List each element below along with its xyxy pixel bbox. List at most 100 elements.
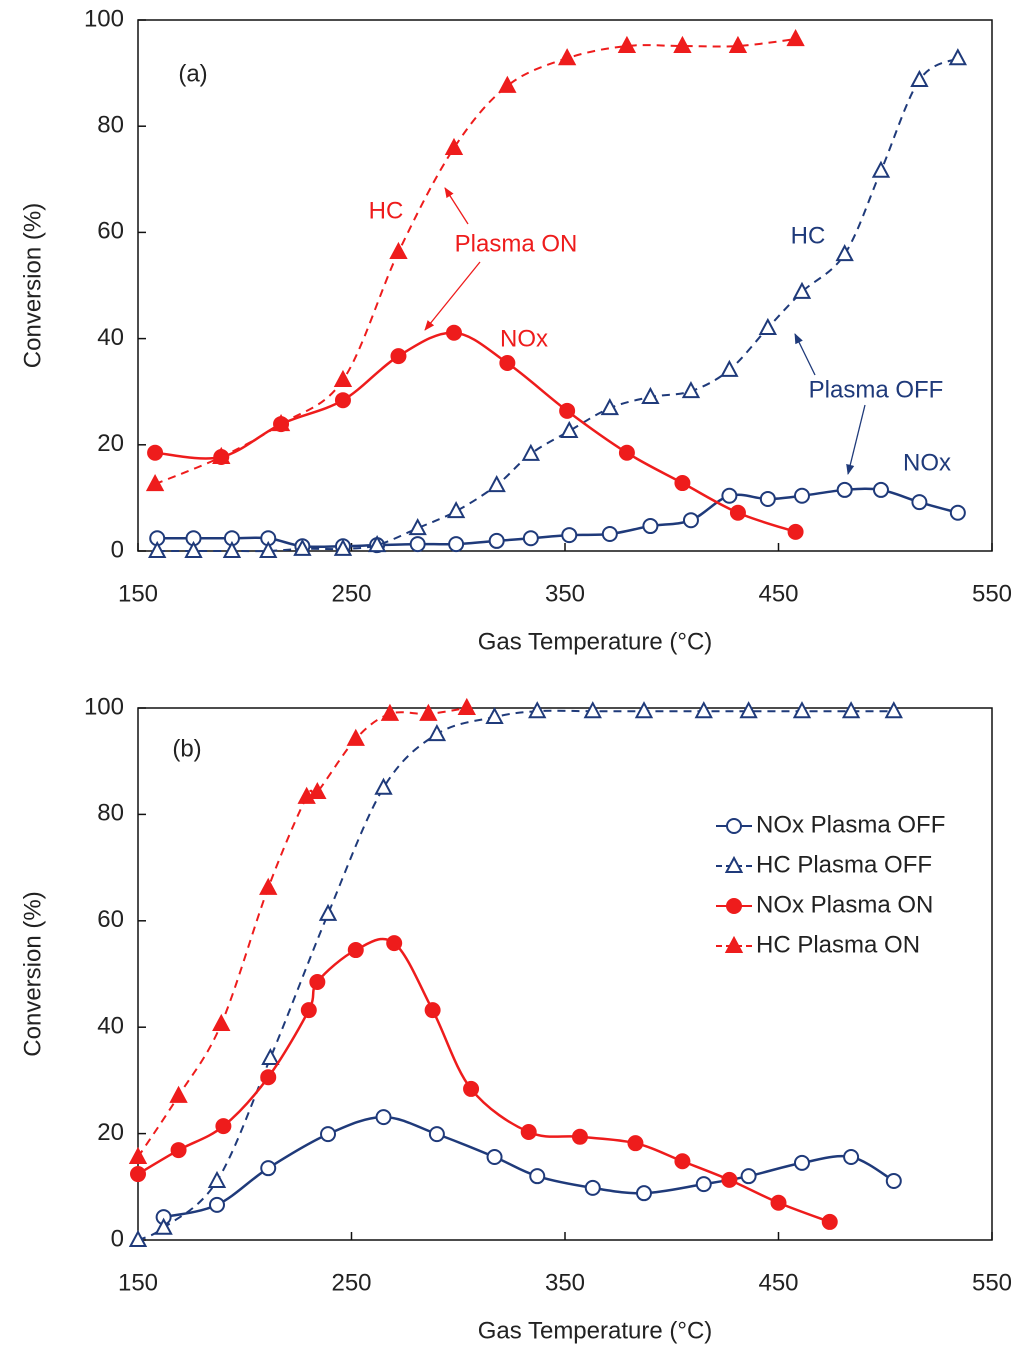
y-tick-label: 100 <box>84 5 124 32</box>
marker <box>642 518 659 535</box>
marker <box>522 530 539 547</box>
y-tick-label: 80 <box>97 112 124 139</box>
x-tick-label: 550 <box>972 580 1012 607</box>
marker <box>445 324 462 341</box>
marker <box>485 706 504 725</box>
marker <box>739 701 758 719</box>
marker <box>681 381 701 399</box>
marker <box>260 1069 277 1086</box>
marker <box>721 1171 738 1188</box>
marker <box>428 1126 445 1143</box>
marker <box>300 1002 317 1019</box>
marker <box>786 28 805 47</box>
marker <box>499 355 516 372</box>
x-axis-label: Gas Temperature (°C) <box>478 628 713 655</box>
marker <box>770 1194 787 1211</box>
annotation: HC <box>369 197 404 224</box>
marker <box>208 1196 225 1213</box>
marker <box>634 701 654 719</box>
marker <box>528 701 547 719</box>
x-axis-label: Gas Temperature (°C) <box>478 1317 713 1344</box>
marker <box>617 35 637 54</box>
legend-label: HC Plasma ON <box>756 931 920 958</box>
panel-label: (b) <box>172 735 201 762</box>
marker <box>309 973 326 990</box>
x-tick-label: 450 <box>758 580 798 607</box>
x-tick-label: 550 <box>972 1269 1012 1296</box>
annotation: Plasma OFF <box>809 376 944 403</box>
marker <box>836 481 853 498</box>
x-tick-label: 250 <box>331 1269 371 1296</box>
marker <box>347 942 364 959</box>
marker <box>560 420 579 438</box>
legend-marker <box>726 818 742 834</box>
marker <box>674 1153 691 1170</box>
series-line <box>154 38 796 486</box>
series-line <box>157 487 959 549</box>
x-tick-label: 350 <box>545 1269 585 1296</box>
annotation: HC <box>791 222 826 249</box>
marker <box>374 777 393 795</box>
marker <box>320 1126 337 1143</box>
marker <box>583 701 602 719</box>
marker <box>740 1168 757 1185</box>
marker <box>843 1149 860 1166</box>
marker <box>720 359 739 377</box>
marker <box>910 69 929 88</box>
marker <box>184 540 203 558</box>
y-tick-label: 40 <box>97 324 124 351</box>
marker <box>367 535 387 553</box>
marker <box>487 475 506 493</box>
marker <box>758 317 777 335</box>
marker <box>911 494 928 511</box>
marker <box>520 1124 537 1141</box>
marker <box>207 1170 227 1188</box>
marker <box>375 1109 392 1126</box>
marker <box>259 540 278 558</box>
legend-label: HC Plasma OFF <box>756 851 932 878</box>
y-axis-label: Conversion (%) <box>19 203 46 368</box>
marker <box>792 701 812 719</box>
marker <box>884 701 903 719</box>
annotation: Plasma ON <box>455 230 578 257</box>
marker <box>841 701 861 719</box>
marker <box>498 75 517 93</box>
y-tick-label: 60 <box>97 906 124 933</box>
x-tick-label: 150 <box>118 580 158 607</box>
marker <box>212 1013 231 1032</box>
series-line <box>137 709 894 1241</box>
marker <box>386 935 403 952</box>
legend-marker <box>724 855 744 873</box>
marker <box>627 1135 644 1152</box>
marker <box>390 348 407 365</box>
marker <box>872 481 889 498</box>
marker <box>949 504 966 521</box>
y-tick-label: 20 <box>97 430 124 457</box>
series-line <box>137 707 467 1158</box>
marker <box>529 1168 546 1185</box>
marker <box>333 369 353 388</box>
marker <box>419 703 438 721</box>
marker <box>728 35 748 54</box>
marker <box>821 1213 838 1230</box>
annotation: NOx <box>500 325 548 352</box>
marker <box>333 538 353 556</box>
panel-label: (a) <box>178 60 207 87</box>
marker <box>409 536 426 553</box>
marker <box>212 446 231 465</box>
y-tick-label: 20 <box>97 1119 124 1146</box>
legend-label: NOx Plasma OFF <box>756 811 945 838</box>
y-tick-label: 80 <box>97 800 124 827</box>
marker <box>427 723 447 742</box>
marker <box>318 903 338 921</box>
marker <box>128 1146 148 1165</box>
marker <box>584 1179 601 1196</box>
marker <box>571 1128 588 1145</box>
marker <box>389 241 408 260</box>
annotation-arrow <box>424 261 481 331</box>
y-tick-label: 40 <box>97 1013 124 1040</box>
x-tick-label: 250 <box>331 580 371 607</box>
marker <box>169 1085 188 1103</box>
legend-marker <box>724 935 744 953</box>
